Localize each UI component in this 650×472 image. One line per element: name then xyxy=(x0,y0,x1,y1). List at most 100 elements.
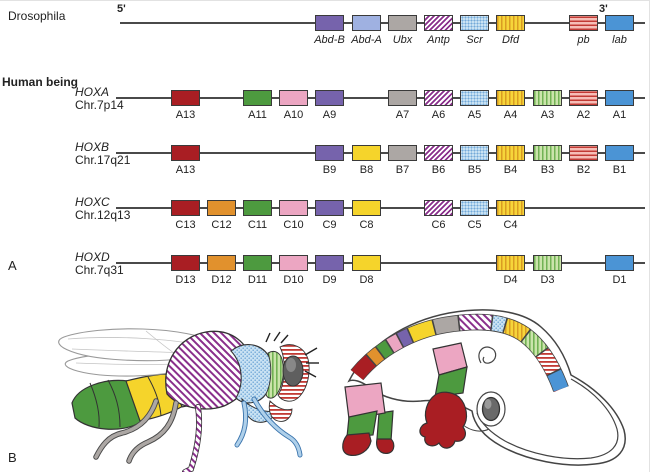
hoxb-gene-row: A13 B9 B8 B7 B6 B5 B4 B3 B2 B1 xyxy=(0,145,649,177)
hoxc-chromosome: Chr.12q13 xyxy=(75,208,131,222)
gene-label-a2: A2 xyxy=(576,109,591,121)
gene-label-dfd: Dfd xyxy=(501,34,520,46)
hoxd-name: HOXD xyxy=(75,250,110,264)
panel-b-label: B xyxy=(8,450,17,465)
gene-label-d1: D1 xyxy=(612,274,627,286)
five-prime-label: 5' xyxy=(117,3,126,15)
gene-box-lab: lab xyxy=(605,15,634,46)
gene-box-d9: D9 xyxy=(315,255,344,286)
gene-label-a7: A7 xyxy=(395,109,410,121)
gene-box-b8: B8 xyxy=(352,145,381,176)
gene-label-d10: D10 xyxy=(283,274,304,286)
gene-box-b9: B9 xyxy=(315,145,344,176)
gene-box-a7: A7 xyxy=(388,90,417,121)
gene-box-pb: pb xyxy=(569,15,598,46)
embryo-body xyxy=(347,309,626,466)
three-prime-label: 3' xyxy=(599,3,608,15)
gene-label-lab: lab xyxy=(612,34,627,46)
gene-box-d8: D8 xyxy=(352,255,381,286)
gene-label-b4: B4 xyxy=(503,164,518,176)
gene-box-a1: A1 xyxy=(605,90,634,121)
gene-label-b7: B7 xyxy=(395,164,410,176)
embryo-hindlimbs xyxy=(342,382,395,456)
gene-label-a3: A3 xyxy=(540,109,555,121)
gene-label-b9: B9 xyxy=(322,164,337,176)
gene-label-a10: A10 xyxy=(283,109,304,121)
gene-box-a6: A6 xyxy=(424,90,453,121)
gene-label-a1: A1 xyxy=(612,109,627,121)
gene-label-d13: D13 xyxy=(175,274,196,286)
gene-box-c6: C6 xyxy=(424,200,453,231)
hoxb-name: HOXB xyxy=(75,140,110,154)
gene-label-c9: C9 xyxy=(322,219,337,231)
hoxb-cluster-header: HOXB Chr.17q21 xyxy=(75,141,130,167)
embryo-hand xyxy=(419,391,468,449)
gene-label-c4: C4 xyxy=(503,219,518,231)
gene-label-a4: A4 xyxy=(503,109,518,121)
fly-middle-leg xyxy=(182,404,203,472)
gene-box-abd-a: Abd-A xyxy=(351,15,382,46)
gene-box-a10: A10 xyxy=(279,90,308,121)
fly-hind-legs xyxy=(93,398,179,464)
gene-label-b13: A13 xyxy=(175,164,196,176)
gene-box-d13: D13 xyxy=(171,255,200,286)
human-embryo-illustration xyxy=(342,309,626,466)
gene-label-c13: C13 xyxy=(175,219,196,231)
hoxa-cluster-header: HOXA Chr.7p14 xyxy=(75,86,124,112)
gene-box-d4: D4 xyxy=(496,255,525,286)
gene-box-d3: D3 xyxy=(533,255,562,286)
hoxc-cluster-header: HOXC Chr.12q13 xyxy=(75,196,130,222)
gene-label-scr: Scr xyxy=(466,34,483,46)
gene-label-d3: D3 xyxy=(540,274,555,286)
hoxc-gene-row: C13 C12 C11 C10 C9 C8 C6 C5 C4 xyxy=(0,200,649,232)
gene-label-c6: C6 xyxy=(431,219,446,231)
hoxd-cluster-header: HOXD Chr.7q31 xyxy=(75,251,124,277)
drosophila-gene-row: Abd-B Abd-A Ubx Antp Scr Dfd pb lab xyxy=(0,15,649,47)
gene-label-b1: B1 xyxy=(612,164,627,176)
gene-label-a6: A6 xyxy=(431,109,446,121)
gene-box-b7: B7 xyxy=(388,145,417,176)
gene-label-a5: A5 xyxy=(467,109,482,121)
embryo-forelimb xyxy=(419,342,468,449)
gene-label-b3: B3 xyxy=(540,164,555,176)
gene-box-d10: D10 xyxy=(279,255,308,286)
gene-box-c4: C4 xyxy=(496,200,525,231)
gene-box-dfd: Dfd xyxy=(496,15,525,46)
gene-label-c11: C11 xyxy=(247,219,268,231)
hoxa-gene-row: A13 A11 A10 A9 A7 A6 A5 A4 A3 A2 A1 xyxy=(0,90,649,122)
gene-label-d8: D8 xyxy=(359,274,374,286)
hoxd-gene-row: D13 D12 D11 D10 D9 D8 D4 D3 D1 xyxy=(0,255,649,287)
gene-box-c12: C12 xyxy=(207,200,236,231)
gene-box-a9: A9 xyxy=(315,90,344,121)
embryo-hox-band xyxy=(350,313,569,392)
gene-label-abd-a: Abd-A xyxy=(351,34,382,46)
gene-label-d9: D9 xyxy=(322,274,337,286)
gene-label-b6: B6 xyxy=(431,164,446,176)
human-being-label: Human being xyxy=(2,75,79,89)
fly-antennae xyxy=(265,331,319,378)
gene-label-c12: C12 xyxy=(211,219,232,231)
gene-box-c13: C13 xyxy=(171,200,200,231)
gene-label-a9: A9 xyxy=(322,109,337,121)
gene-box-d12: D12 xyxy=(207,255,236,286)
gene-box-a5: A5 xyxy=(460,90,489,121)
gene-label-c10: C10 xyxy=(283,219,304,231)
gene-box-b13: A13 xyxy=(171,145,200,176)
hoxa-chromosome: Chr.7p14 xyxy=(75,98,124,112)
fly-proboscis xyxy=(268,400,293,422)
embryo-ear-spiral xyxy=(478,346,497,364)
hoxa-chromosome-line xyxy=(116,97,645,99)
drosophila-label: Drosophila xyxy=(8,9,66,23)
gene-box-b4: B4 xyxy=(496,145,525,176)
gene-label-b5: B5 xyxy=(467,164,482,176)
gene-box-a3: A3 xyxy=(533,90,562,121)
embryo-head xyxy=(462,346,506,432)
hoxb-chromosome: Chr.17q21 xyxy=(75,153,131,167)
gene-label-abd-b: Abd-B xyxy=(314,34,345,46)
gene-box-d11: D11 xyxy=(243,255,272,286)
gene-label-d4: D4 xyxy=(503,274,518,286)
fly-front-legs xyxy=(234,396,303,458)
hoxc-name: HOXC xyxy=(75,195,110,209)
hoxa-name: HOXA xyxy=(75,85,110,99)
